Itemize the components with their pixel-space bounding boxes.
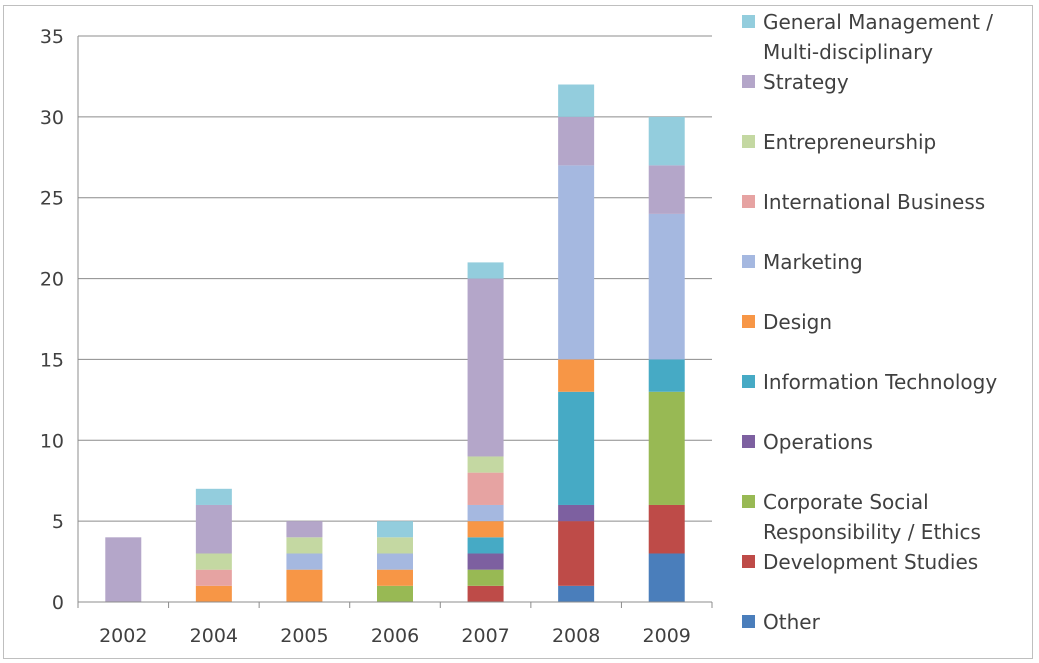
- x-axis: 2002 2004 2005 2006 2007 2008 2009: [77, 601, 713, 647]
- bar-segment-2005-strategy: [286, 521, 323, 538]
- legend-label: Responsibility / Ethics: [763, 520, 981, 544]
- bar-segment-2007-strategy: [467, 278, 504, 457]
- bar-segment-2007-corporate-social-responsibility-ethics: [467, 569, 504, 586]
- bar-segment-2008-information-technology: [558, 391, 595, 505]
- y-tick-label: 5: [52, 511, 64, 533]
- bar-segment-2007-general-management-multi-disciplinary: [467, 262, 504, 279]
- y-tick-label: 15: [40, 349, 64, 371]
- bars: [105, 84, 685, 602]
- bar-segment-2006-corporate-social-responsibility-ethics: [377, 585, 413, 602]
- legend-swatch: [742, 435, 755, 448]
- legend-swatch: [742, 135, 755, 148]
- legend-label: Information Technology: [763, 370, 997, 394]
- y-tick-label: 20: [40, 269, 64, 291]
- x-tick-label: 2007: [461, 625, 509, 647]
- legend-label: International Business: [763, 190, 985, 214]
- legend-label: Corporate Social: [763, 490, 929, 514]
- bar-segment-2009-marketing: [648, 213, 685, 360]
- legend-label: General Management /: [763, 10, 993, 34]
- legend-label: Strategy: [763, 70, 849, 94]
- legend-swatch: [742, 315, 755, 328]
- legend-label: Other: [763, 610, 821, 634]
- bar-segment-2004-design: [195, 585, 232, 602]
- bar-segment-2006-general-management-multi-disciplinary: [377, 521, 413, 538]
- legend-label: Development Studies: [763, 550, 978, 574]
- bar-segment-2002-strategy: [105, 537, 142, 602]
- legend-label: Multi-disciplinary: [763, 40, 933, 64]
- legend-swatch: [742, 615, 755, 628]
- bar-segment-2008-strategy: [558, 116, 595, 166]
- bar-segment-2006-design: [377, 569, 413, 586]
- gridlines: [78, 35, 712, 522]
- bar-segment-2007-operations: [467, 553, 504, 570]
- bar-segment-2006-entrepreneurship: [377, 537, 413, 554]
- bar-segment-2008-development-studies: [558, 521, 595, 586]
- legend-swatch: [742, 75, 755, 88]
- bar-segment-2009-information-technology: [648, 359, 685, 392]
- legend-swatch: [742, 15, 755, 28]
- bar-segment-2005-entrepreneurship: [286, 537, 323, 554]
- y-tick-label: 35: [40, 26, 64, 48]
- y-tick-label: 10: [40, 430, 64, 452]
- bar-segment-2007-entrepreneurship: [467, 456, 504, 473]
- chart-frame: [3, 5, 1033, 659]
- bar-segment-2005-design: [286, 569, 323, 602]
- bar-segment-2009-development-studies: [648, 504, 685, 554]
- bar-segment-2007-design: [467, 521, 504, 538]
- x-tick-label: 2002: [99, 625, 147, 647]
- bar-segment-2004-entrepreneurship: [195, 553, 232, 570]
- bar-segment-2005-marketing: [286, 553, 323, 570]
- x-tick-label: 2006: [371, 625, 419, 647]
- bar-segment-2008-design: [558, 359, 595, 392]
- legend-label: Marketing: [763, 250, 863, 274]
- x-tick-label: 2008: [552, 625, 600, 647]
- x-tick-label: 2005: [280, 625, 328, 647]
- bar-segment-2004-international-business: [195, 569, 232, 586]
- bar-segment-2006-marketing: [377, 553, 413, 570]
- legend-swatch: [742, 495, 755, 508]
- bar-segment-2007-marketing: [467, 504, 504, 522]
- bar-segment-2004-general-management-multi-disciplinary: [195, 488, 232, 505]
- legend-swatch: [742, 555, 755, 568]
- legend-swatch: [742, 195, 755, 208]
- bar-segment-2004-strategy: [195, 504, 232, 554]
- legend-label: Entrepreneurship: [763, 130, 936, 154]
- x-tick-label: 2004: [190, 625, 238, 647]
- bar-segment-2008-marketing: [558, 165, 595, 360]
- legend-swatch: [742, 255, 755, 268]
- legend-label: Operations: [763, 430, 873, 454]
- bar-segment-2009-general-management-multi-disciplinary: [648, 116, 685, 166]
- legend-label: Design: [763, 310, 832, 334]
- bar-segment-2008-general-management-multi-disciplinary: [558, 84, 595, 117]
- bar-segment-2008-operations: [558, 504, 595, 522]
- x-tick-label: 2009: [643, 625, 691, 647]
- bar-segment-2007-development-studies: [467, 585, 504, 602]
- bar-segment-2007-information-technology: [467, 537, 504, 554]
- y-axis: 0 5 10 15 20 25 30 35: [40, 26, 79, 614]
- legend: General Management / Multi-disciplinary St…: [742, 10, 997, 634]
- y-tick-label: 0: [52, 592, 64, 614]
- y-tick-label: 25: [40, 188, 64, 210]
- bar-segment-2009-corporate-social-responsibility-ethics: [648, 391, 685, 505]
- bar-segment-2008-other: [558, 585, 595, 602]
- bar-segment-2009-other: [648, 553, 685, 602]
- bar-segment-2007-international-business: [467, 472, 504, 505]
- y-tick-label: 30: [40, 107, 64, 129]
- legend-swatch: [742, 375, 755, 388]
- bar-segment-2009-strategy: [648, 165, 685, 214]
